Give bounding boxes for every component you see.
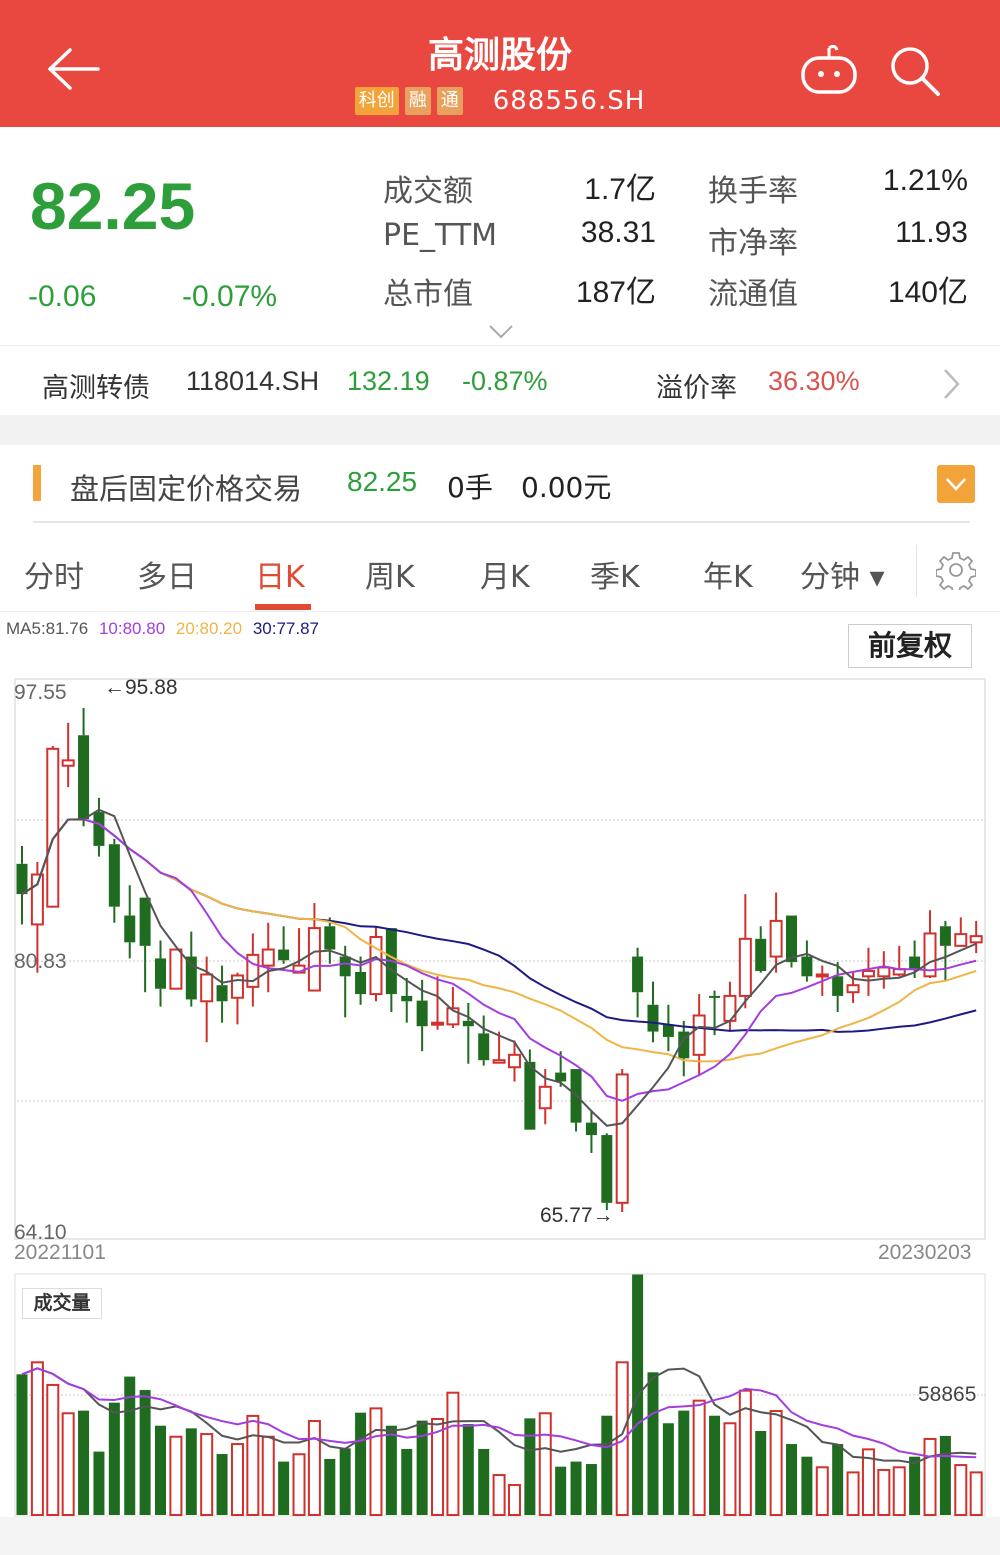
ma30-value: 30:77.87: [252, 619, 319, 638]
badge-connect: 通: [436, 87, 463, 115]
section-gap: [0, 415, 1000, 445]
badge-margin: 融: [404, 87, 431, 115]
price-change: -0.06: [28, 280, 97, 313]
stat-label-float-cap: 流通值: [708, 277, 798, 312]
x-start-date: 20221101: [14, 1241, 106, 1264]
after-hours-price: 82.25: [347, 466, 418, 497]
premium-value: 36.30%: [768, 366, 860, 396]
premium-label: 溢价率: [656, 373, 737, 403]
bond-change-pct: -0.87%: [462, 366, 548, 396]
stat-label-turnover-amount: 成交额: [383, 174, 473, 209]
stat-value-turnover-amount: 1.7亿: [584, 173, 656, 206]
stat-value-turnover-rate: 1.21%: [882, 164, 968, 197]
gridline: [14, 1394, 986, 1396]
convertible-bond-row[interactable]: 高测转债 118014.SH 132.19 -0.87% 溢价率 36.30%: [0, 345, 1000, 415]
stat-value-pe: 38.31: [580, 216, 656, 249]
tab-quarterly-k[interactable]: 季K: [590, 560, 640, 595]
settings-gear-icon[interactable]: [936, 550, 976, 590]
bond-price: 132.19: [347, 366, 430, 396]
divider: [33, 521, 970, 523]
stat-value-market-cap: 187亿: [575, 276, 656, 309]
gridline: [14, 819, 986, 821]
high-price-marker: ←95.88: [104, 676, 178, 699]
section-marker: [33, 465, 41, 501]
tab-monthly-k[interactable]: 月K: [480, 560, 530, 595]
ma10-value: 10:80.80: [98, 619, 166, 638]
price-chart-area[interactable]: [14, 678, 986, 1240]
stock-name: 高测股份: [427, 35, 572, 76]
stat-value-float-cap: 140亿: [887, 276, 968, 309]
tab-yearly-k[interactable]: 年K: [703, 560, 753, 595]
active-tab-indicator: [255, 604, 311, 610]
tab-weekly-k[interactable]: 周K: [365, 560, 415, 595]
badge-star-market: 科创: [354, 87, 399, 115]
gridline: [14, 1100, 986, 1102]
y-tick-min: 64.10: [14, 1221, 67, 1244]
after-hours-expand-button[interactable]: [937, 465, 975, 503]
x-end-date: 20230203: [878, 1241, 972, 1264]
tab-separator: [916, 545, 917, 597]
low-price-marker: 65.77→: [540, 1204, 614, 1227]
after-hours-volume: 0手: [447, 471, 493, 504]
after-hours-label: 盘后固定价格交易: [70, 472, 303, 506]
bottom-area: [0, 1517, 1000, 1555]
stat-label-pb: 市净率: [708, 226, 798, 261]
after-hours-amount: 0.00元: [521, 471, 612, 504]
tab-multi-day[interactable]: 多日: [137, 560, 197, 595]
ma5-value: MA5:81.76: [6, 619, 89, 638]
stock-subtitle: 科创 融 通 688556.SH: [0, 86, 1000, 116]
robot-icon[interactable]: [800, 42, 858, 96]
y-tick-max: 97.55: [14, 681, 67, 704]
volume-tick: 58865: [918, 1383, 977, 1406]
back-arrow-icon[interactable]: [46, 46, 102, 92]
stock-code: 688556.SH: [492, 86, 646, 116]
ma20-value: 20:80.20: [175, 619, 243, 638]
tab-intraday[interactable]: 分时: [24, 560, 84, 595]
adjust-mode-button[interactable]: 前复权: [848, 624, 972, 668]
bond-name: 高测转债: [42, 373, 150, 403]
expand-chevron-icon[interactable]: [488, 324, 514, 340]
last-price: 82.25: [30, 169, 196, 243]
price-change-pct: -0.07%: [182, 280, 278, 313]
top-bar: 高测股份 科创 融 通 688556.SH: [0, 0, 1000, 127]
stat-value-pb: 11.93: [895, 216, 968, 249]
stat-label-turnover-rate: 换手率: [708, 174, 798, 209]
stat-label-market-cap: 总市值: [383, 277, 473, 312]
gridline: [14, 960, 986, 962]
volume-label: 成交量: [22, 1288, 102, 1319]
ma-legend: MA5:81.76 10:80.80 20:80.20 30:77.87: [6, 619, 319, 639]
tab-minute-dropdown[interactable]: 分钟 ▾: [800, 560, 885, 595]
chevron-right-icon: [944, 369, 960, 399]
divider: [0, 611, 1000, 612]
search-icon[interactable]: [888, 44, 942, 98]
bond-code: 118014.SH: [186, 366, 320, 396]
tab-daily-k[interactable]: 日K: [255, 560, 305, 595]
y-tick-mid: 80.83: [14, 950, 67, 973]
chevron-down-icon: [946, 478, 966, 491]
stat-label-pe: PE_TTM: [383, 218, 498, 253]
